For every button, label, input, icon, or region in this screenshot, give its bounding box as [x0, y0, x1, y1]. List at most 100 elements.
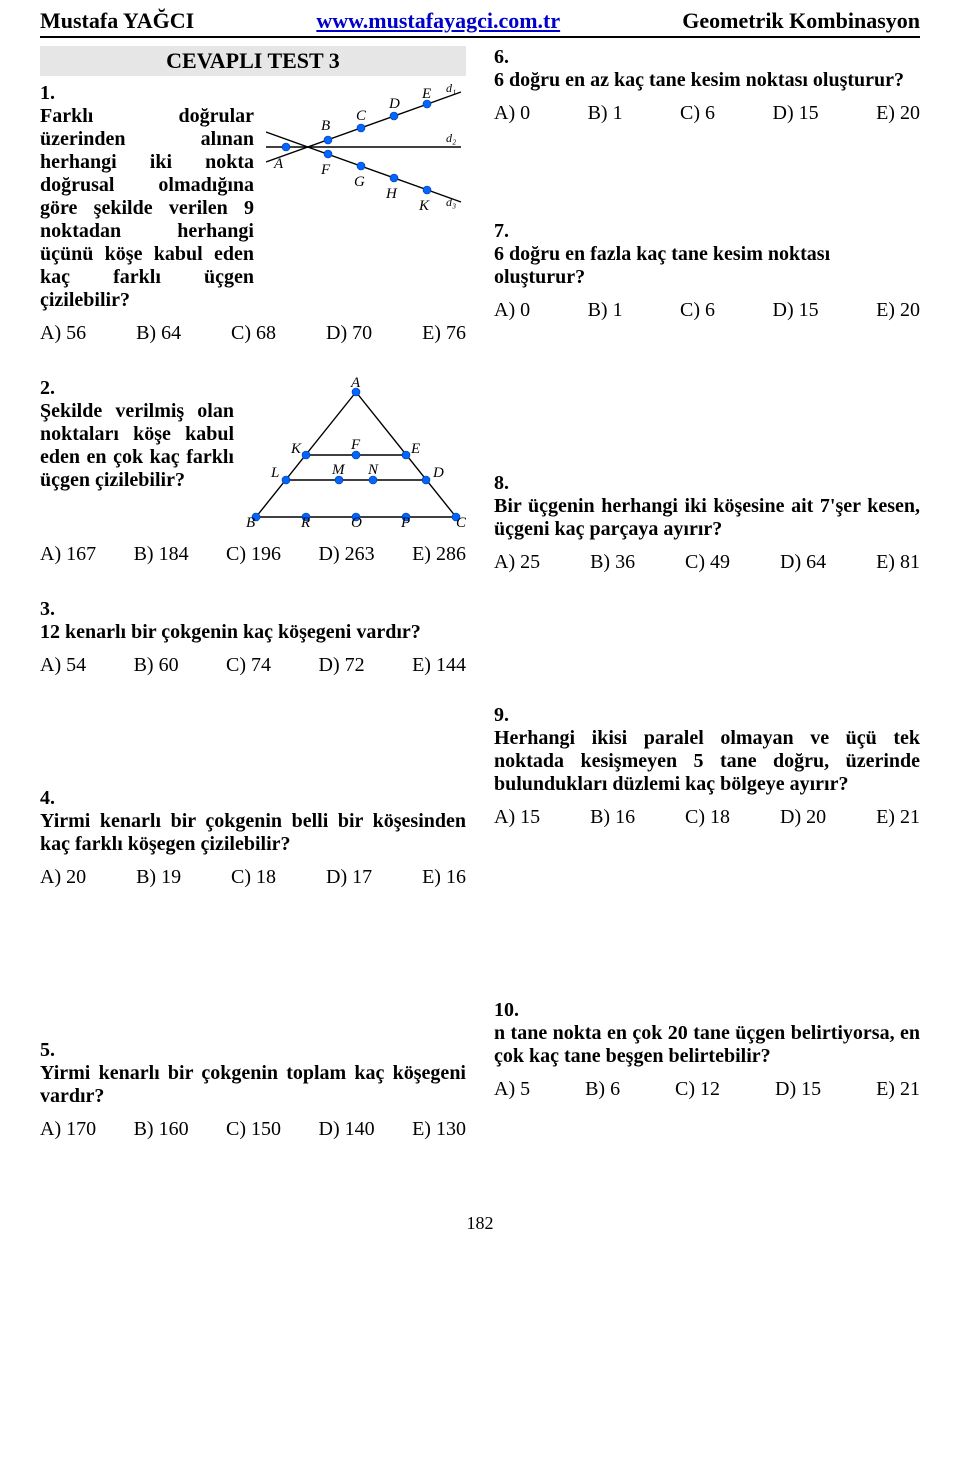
question-number: 1.: [40, 82, 55, 104]
opt: D) 263: [319, 543, 375, 566]
svg-text:K: K: [418, 198, 430, 212]
question-number: 3.: [40, 598, 55, 620]
svg-text:F: F: [320, 162, 331, 178]
options: A) 25 B) 36 C) 49 D) 64 E) 81: [494, 551, 920, 574]
question-text: Herhangi ikisi paralel olmayan ve üçü te…: [494, 727, 920, 796]
question: 10. n tane nokta en çok 20 tane üçgen be…: [494, 999, 920, 1101]
question: 6. 6 doğru en az kaç tane kesim noktası …: [494, 46, 920, 125]
options: A) 167 B) 184 C) 196 D) 263 E) 286: [40, 543, 466, 566]
opt: B) 64: [136, 322, 181, 345]
opt: E) 81: [876, 551, 920, 574]
svg-text:L: L: [270, 465, 279, 481]
opt: C) 196: [226, 543, 281, 566]
question-text: 6 doğru en az kaç tane kesim noktası olu…: [494, 69, 920, 92]
svg-text:d₃: d₃: [446, 195, 456, 209]
opt: B) 60: [134, 654, 179, 677]
options: A) 54 B) 60 C) 74 D) 72 E) 144: [40, 654, 466, 677]
question-text: Yirmi kenarlı bir çokgenin toplam kaç kö…: [40, 1062, 466, 1108]
question: 4. Yirmi kenarlı bir çokgenin belli bir …: [40, 787, 466, 889]
question-text: Şekilde verilmiş olan noktaları köşe kab…: [40, 400, 234, 492]
header-subject: Geometrik Kombinasyon: [682, 8, 920, 34]
opt: C) 12: [675, 1078, 720, 1101]
options: A) 20 B) 19 C) 18 D) 17 E) 16: [40, 866, 466, 889]
question: 7. 6 doğru en fazla kaç tane kesim nokta…: [494, 220, 920, 322]
question-text: n tane nokta en çok 20 tane üçgen belirt…: [494, 1022, 920, 1068]
question: 9. Herhangi ikisi paralel olmayan ve üçü…: [494, 704, 920, 829]
svg-text:D: D: [388, 96, 400, 112]
opt: E) 144: [412, 654, 466, 677]
opt: E) 20: [876, 102, 920, 125]
opt: C) 68: [231, 322, 276, 345]
opt: C) 6: [680, 299, 715, 322]
svg-text:B: B: [246, 515, 255, 527]
question-number: 9.: [494, 704, 509, 726]
opt: B) 1: [588, 299, 623, 322]
svg-text:A: A: [273, 156, 284, 172]
svg-text:E: E: [421, 86, 431, 102]
opt: A) 20: [40, 866, 86, 889]
opt: A) 54: [40, 654, 86, 677]
header-url[interactable]: www.mustafayagci.com.tr: [316, 8, 560, 34]
question-text: Bir üçgenin herhangi iki köşesine ait 7'…: [494, 495, 920, 541]
opt: D) 140: [319, 1118, 375, 1141]
question-number: 7.: [494, 220, 509, 242]
opt: C) 150: [226, 1118, 281, 1141]
opt: C) 18: [231, 866, 276, 889]
svg-text:C: C: [456, 515, 466, 527]
options: A) 56 B) 64 C) 68 D) 70 E) 76: [40, 322, 466, 345]
question-text: Yirmi kenarlı bir çokgenin belli bir köş…: [40, 810, 466, 856]
svg-text:G: G: [354, 174, 365, 190]
svg-text:N: N: [367, 462, 379, 478]
question: 1. Farklı doğrular üzerinden alınan herh…: [40, 82, 466, 345]
opt: E) 16: [422, 866, 466, 889]
svg-text:E: E: [410, 441, 420, 457]
options: A) 5 B) 6 C) 12 D) 15 E) 21: [494, 1078, 920, 1101]
opt: C) 74: [226, 654, 271, 677]
opt: B) 36: [590, 551, 635, 574]
opt: D) 15: [775, 1078, 821, 1101]
question-number: 6.: [494, 46, 509, 68]
opt: A) 56: [40, 322, 86, 345]
opt: B) 1: [588, 102, 623, 125]
opt: D) 72: [319, 654, 365, 677]
question: 3. 12 kenarlı bir çokgenin kaç köşegeni …: [40, 598, 466, 677]
options: A) 15 B) 16 C) 18 D) 20 E) 21: [494, 806, 920, 829]
q1-figure: A B C D E F G H K d₁ d₂ d₃: [266, 82, 466, 218]
question-number: 2.: [40, 377, 55, 399]
svg-text:F: F: [350, 437, 361, 453]
opt: D) 15: [773, 299, 819, 322]
opt: A) 15: [494, 806, 540, 829]
opt: B) 6: [585, 1078, 620, 1101]
opt: A) 5: [494, 1078, 530, 1101]
header-author: Mustafa YAĞCI: [40, 8, 194, 34]
svg-text:B: B: [321, 118, 330, 134]
opt: C) 18: [685, 806, 730, 829]
opt: D) 70: [326, 322, 372, 345]
opt: A) 0: [494, 102, 530, 125]
svg-text:R: R: [300, 515, 310, 527]
question: 5. Yirmi kenarlı bir çokgenin toplam kaç…: [40, 1039, 466, 1141]
left-column: CEVAPLI TEST 3 1. Farklı doğrular üzerin…: [40, 46, 466, 1173]
opt: E) 20: [876, 299, 920, 322]
opt: A) 0: [494, 299, 530, 322]
columns: CEVAPLI TEST 3 1. Farklı doğrular üzerin…: [40, 46, 920, 1173]
opt: A) 167: [40, 543, 96, 566]
question-number: 10.: [494, 999, 519, 1021]
opt: D) 15: [773, 102, 819, 125]
opt: D) 17: [326, 866, 372, 889]
page-header: Mustafa YAĞCI www.mustafayagci.com.tr Ge…: [40, 8, 920, 38]
svg-text:A: A: [350, 377, 361, 391]
test-title: CEVAPLI TEST 3: [40, 46, 466, 76]
question-number: 4.: [40, 787, 55, 809]
question-text: 6 doğru en fazla kaç tane kesim noktası …: [494, 243, 920, 289]
question-text: 12 kenarlı bir çokgenin kaç köşegeni var…: [40, 621, 466, 644]
svg-text:D: D: [432, 465, 444, 481]
svg-text:K: K: [290, 441, 302, 457]
svg-text:d₂: d₂: [446, 131, 456, 145]
svg-text:d₁: d₁: [446, 82, 456, 95]
question: 2. Şekilde verilmiş olan noktaları köşe …: [40, 377, 466, 566]
svg-text:Q: Q: [351, 515, 362, 527]
opt: A) 25: [494, 551, 540, 574]
opt: C) 6: [680, 102, 715, 125]
opt: B) 19: [136, 866, 181, 889]
